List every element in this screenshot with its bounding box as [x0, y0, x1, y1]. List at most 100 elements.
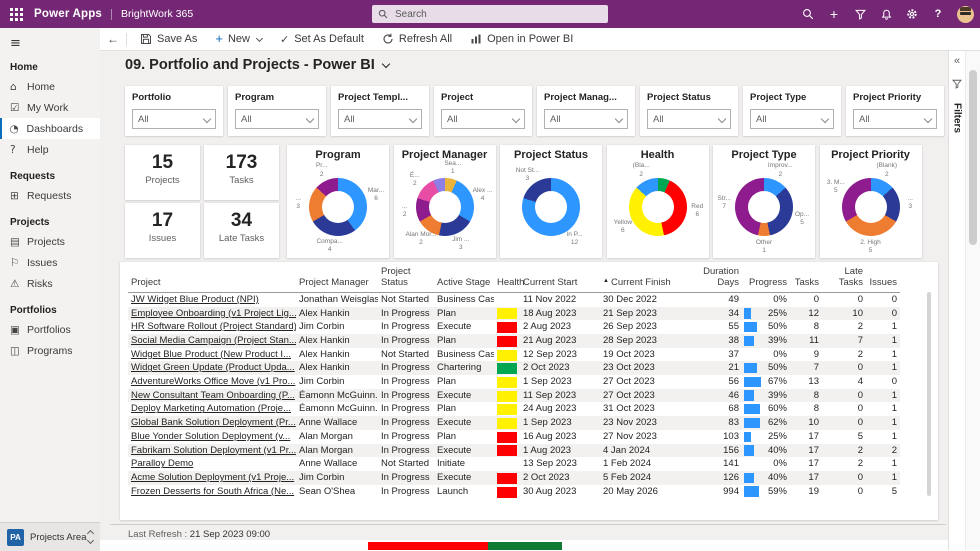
table-row[interactable]: Widget Blue Product (New Product I... Ale… — [128, 348, 900, 362]
column-header-health[interactable]: Health — [494, 266, 524, 293]
project-link[interactable]: Frozen Desserts for South Africa (Ne... — [131, 485, 295, 497]
slicer-dropdown-project-priority[interactable]: All — [853, 109, 937, 129]
donut-health[interactable] — [628, 178, 687, 236]
slicer-dropdown-project[interactable]: All — [441, 109, 525, 129]
bell-icon[interactable] — [879, 7, 893, 21]
project-link[interactable]: Social Media Campaign (Project Stan... — [131, 334, 296, 346]
project-link[interactable]: Paralloy Demo — [131, 458, 194, 470]
donut-project-type[interactable] — [735, 178, 793, 236]
search-icon[interactable] — [801, 7, 815, 21]
sidebar-item-home[interactable]: ⌂ Home — [0, 76, 100, 97]
project-link[interactable]: Blue Yonder Solution Deployment (v... — [131, 430, 291, 442]
health-indicator-yellow — [497, 349, 517, 361]
column-header-project-manager[interactable]: Project Manager — [296, 266, 378, 293]
table-row[interactable]: AdventureWorks Office Move (v1 Pro... Jim… — [128, 375, 900, 389]
plus-icon[interactable]: + — [829, 6, 839, 22]
table-row[interactable]: Global Bank Solution Deployment (Pr... An… — [128, 416, 900, 430]
column-header-active-stage[interactable]: Active Stage — [434, 266, 494, 293]
sidebar-item-risks[interactable]: ⚠ Risks — [0, 273, 100, 294]
avatar[interactable] — [957, 5, 974, 23]
column-header-late-tasks[interactable]: Late Tasks — [822, 266, 866, 293]
expand-filters-icon[interactable]: « — [953, 55, 961, 67]
gear-icon[interactable] — [905, 7, 919, 21]
project-link[interactable]: New Consultant Team Onboarding (P... — [131, 389, 295, 401]
table-row[interactable]: New Consultant Team Onboarding (P... Éamo… — [128, 388, 900, 403]
project-link[interactable]: AdventureWorks Office Move (v1 Pro... — [131, 376, 296, 388]
sidebar-item-programs[interactable]: ◫ Programs — [0, 340, 100, 361]
table-row[interactable]: Social Media Campaign (Project Stan... Al… — [128, 333, 900, 348]
funnel-icon[interactable] — [952, 76, 962, 94]
column-header-project-status[interactable]: Project Status — [378, 266, 434, 293]
project-link[interactable]: Deploy Marketing Automation (Proje... — [131, 403, 291, 415]
sidebar-item-help[interactable]: ? Help — [0, 139, 100, 160]
environment-name[interactable]: BrightWork 365 — [121, 8, 194, 20]
project-link[interactable]: Acme Solution Deployment (v1 Proje... — [131, 471, 295, 483]
toolbar-refresh-all-button[interactable]: Refresh All — [373, 28, 461, 50]
table-row[interactable]: Fabrikam Solution Deployment (v1 Pr... Al… — [128, 443, 900, 458]
slicer-dropdown-project-templ[interactable]: All — [338, 109, 422, 129]
table-row[interactable]: JW Widget Blue Product (NPI) Jonathan Wei… — [128, 292, 900, 306]
table-row[interactable]: Paralloy Demo Anne Wallace Not Started Init… — [128, 457, 900, 471]
donut-project-manager[interactable] — [415, 178, 474, 236]
slicer-dropdown-portfolio[interactable]: All — [132, 109, 216, 129]
table-row[interactable]: HR Software Rollout (Project Standard) Ji… — [128, 320, 900, 334]
column-header-issues[interactable]: Issues — [866, 266, 900, 293]
global-search[interactable] — [372, 5, 608, 23]
table-row[interactable]: Frozen Desserts for South Africa (Ne... S… — [128, 485, 900, 499]
column-header-progress[interactable]: Progress — [742, 266, 790, 293]
chevron-down-icon[interactable] — [255, 34, 264, 42]
back-button[interactable]: ← — [107, 32, 119, 46]
column-header-tasks[interactable]: Tasks — [790, 266, 822, 293]
slicer-dropdown-project-type[interactable]: All — [750, 109, 834, 129]
table-scrollbar[interactable] — [927, 292, 931, 496]
health-indicator-red — [497, 431, 517, 443]
table-row[interactable]: Deploy Marketing Automation (Proje... Éam… — [128, 402, 900, 416]
toolbar-new-button[interactable]: + New — [206, 28, 271, 50]
toolbar-set-as-default-button[interactable]: ✓ Set As Default — [271, 28, 373, 50]
filter-icon[interactable] — [853, 7, 867, 21]
progress-bar — [744, 321, 757, 333]
column-header-project[interactable]: Project — [128, 266, 296, 293]
page-title[interactable]: 09. Portfolio and Projects - Power BI — [125, 57, 391, 73]
slicer-value: All — [756, 113, 767, 125]
cell-project: HR Software Rollout (Project Standard) — [128, 320, 296, 334]
column-header-duration-days[interactable]: Duration Days — [696, 266, 742, 293]
sidebar-item-portfolios[interactable]: ▣ Portfolios — [0, 319, 100, 340]
sidebar-item-projects[interactable]: ▤ Projects — [0, 231, 100, 252]
slicer-dropdown-program[interactable]: All — [235, 109, 319, 129]
area-switcher[interactable]: PA Projects Area — [0, 522, 100, 551]
search-input[interactable] — [393, 7, 587, 21]
slicer-dropdown-project-manag[interactable]: All — [544, 109, 628, 129]
app-name[interactable]: Power Apps — [34, 8, 103, 20]
project-link[interactable]: Fabrikam Solution Deployment (v1 Pr... — [131, 444, 296, 456]
project-link[interactable]: Employee Onboarding (v1 Project Lig... — [131, 307, 296, 319]
table-row[interactable]: Employee Onboarding (v1 Project Lig... Al… — [128, 306, 900, 321]
donut-project-priority[interactable] — [841, 178, 900, 236]
sidebar-item-my-work[interactable]: ☑ My Work — [0, 97, 100, 118]
column-header-current-start[interactable]: Current Start — [520, 266, 600, 293]
slicer-dropdown-project-status[interactable]: All — [647, 109, 731, 129]
project-link[interactable]: HR Software Rollout (Project Standard) — [131, 321, 296, 333]
waffle-icon[interactable] — [10, 7, 23, 21]
project-link[interactable]: JW Widget Blue Product (NPI) — [131, 293, 259, 305]
hamburger-menu-icon[interactable]: ≡ — [10, 36, 21, 51]
help-icon[interactable]: ? — [934, 8, 942, 20]
column-header-current-finish[interactable]: ▲ Current Finish — [600, 266, 696, 293]
project-link[interactable]: Widget Blue Product (New Product I... — [131, 348, 291, 360]
table-row[interactable]: Blue Yonder Solution Deployment (v... Ala… — [128, 430, 900, 444]
toolbar-open-in-power-bi-button[interactable]: Open in Power BI — [461, 28, 582, 50]
scrollbar-thumb[interactable] — [969, 70, 977, 245]
donut-program[interactable] — [309, 178, 367, 236]
sidebar-item-issues[interactable]: ⚐ Issues — [0, 252, 100, 273]
toolbar-save-as-button[interactable]: Save As — [131, 28, 206, 50]
sidebar-item-dashboards[interactable]: ◔ Dashboards — [0, 118, 100, 139]
page-scrollbar[interactable] — [965, 50, 980, 550]
project-link[interactable]: Widget Green Update (Product Upda... — [131, 362, 295, 374]
donut-project-status[interactable] — [522, 178, 580, 236]
table-row[interactable]: Acme Solution Deployment (v1 Proje... Jim… — [128, 470, 900, 485]
table-row[interactable]: Widget Green Update (Product Upda... Alex… — [128, 361, 900, 376]
project-link[interactable]: Global Bank Solution Deployment (Pr... — [131, 417, 296, 429]
filters-pane-label[interactable]: Filters — [951, 103, 963, 134]
sidebar-item-requests[interactable]: ⊞ Requests — [0, 185, 100, 206]
chevron-down-icon — [511, 114, 521, 124]
